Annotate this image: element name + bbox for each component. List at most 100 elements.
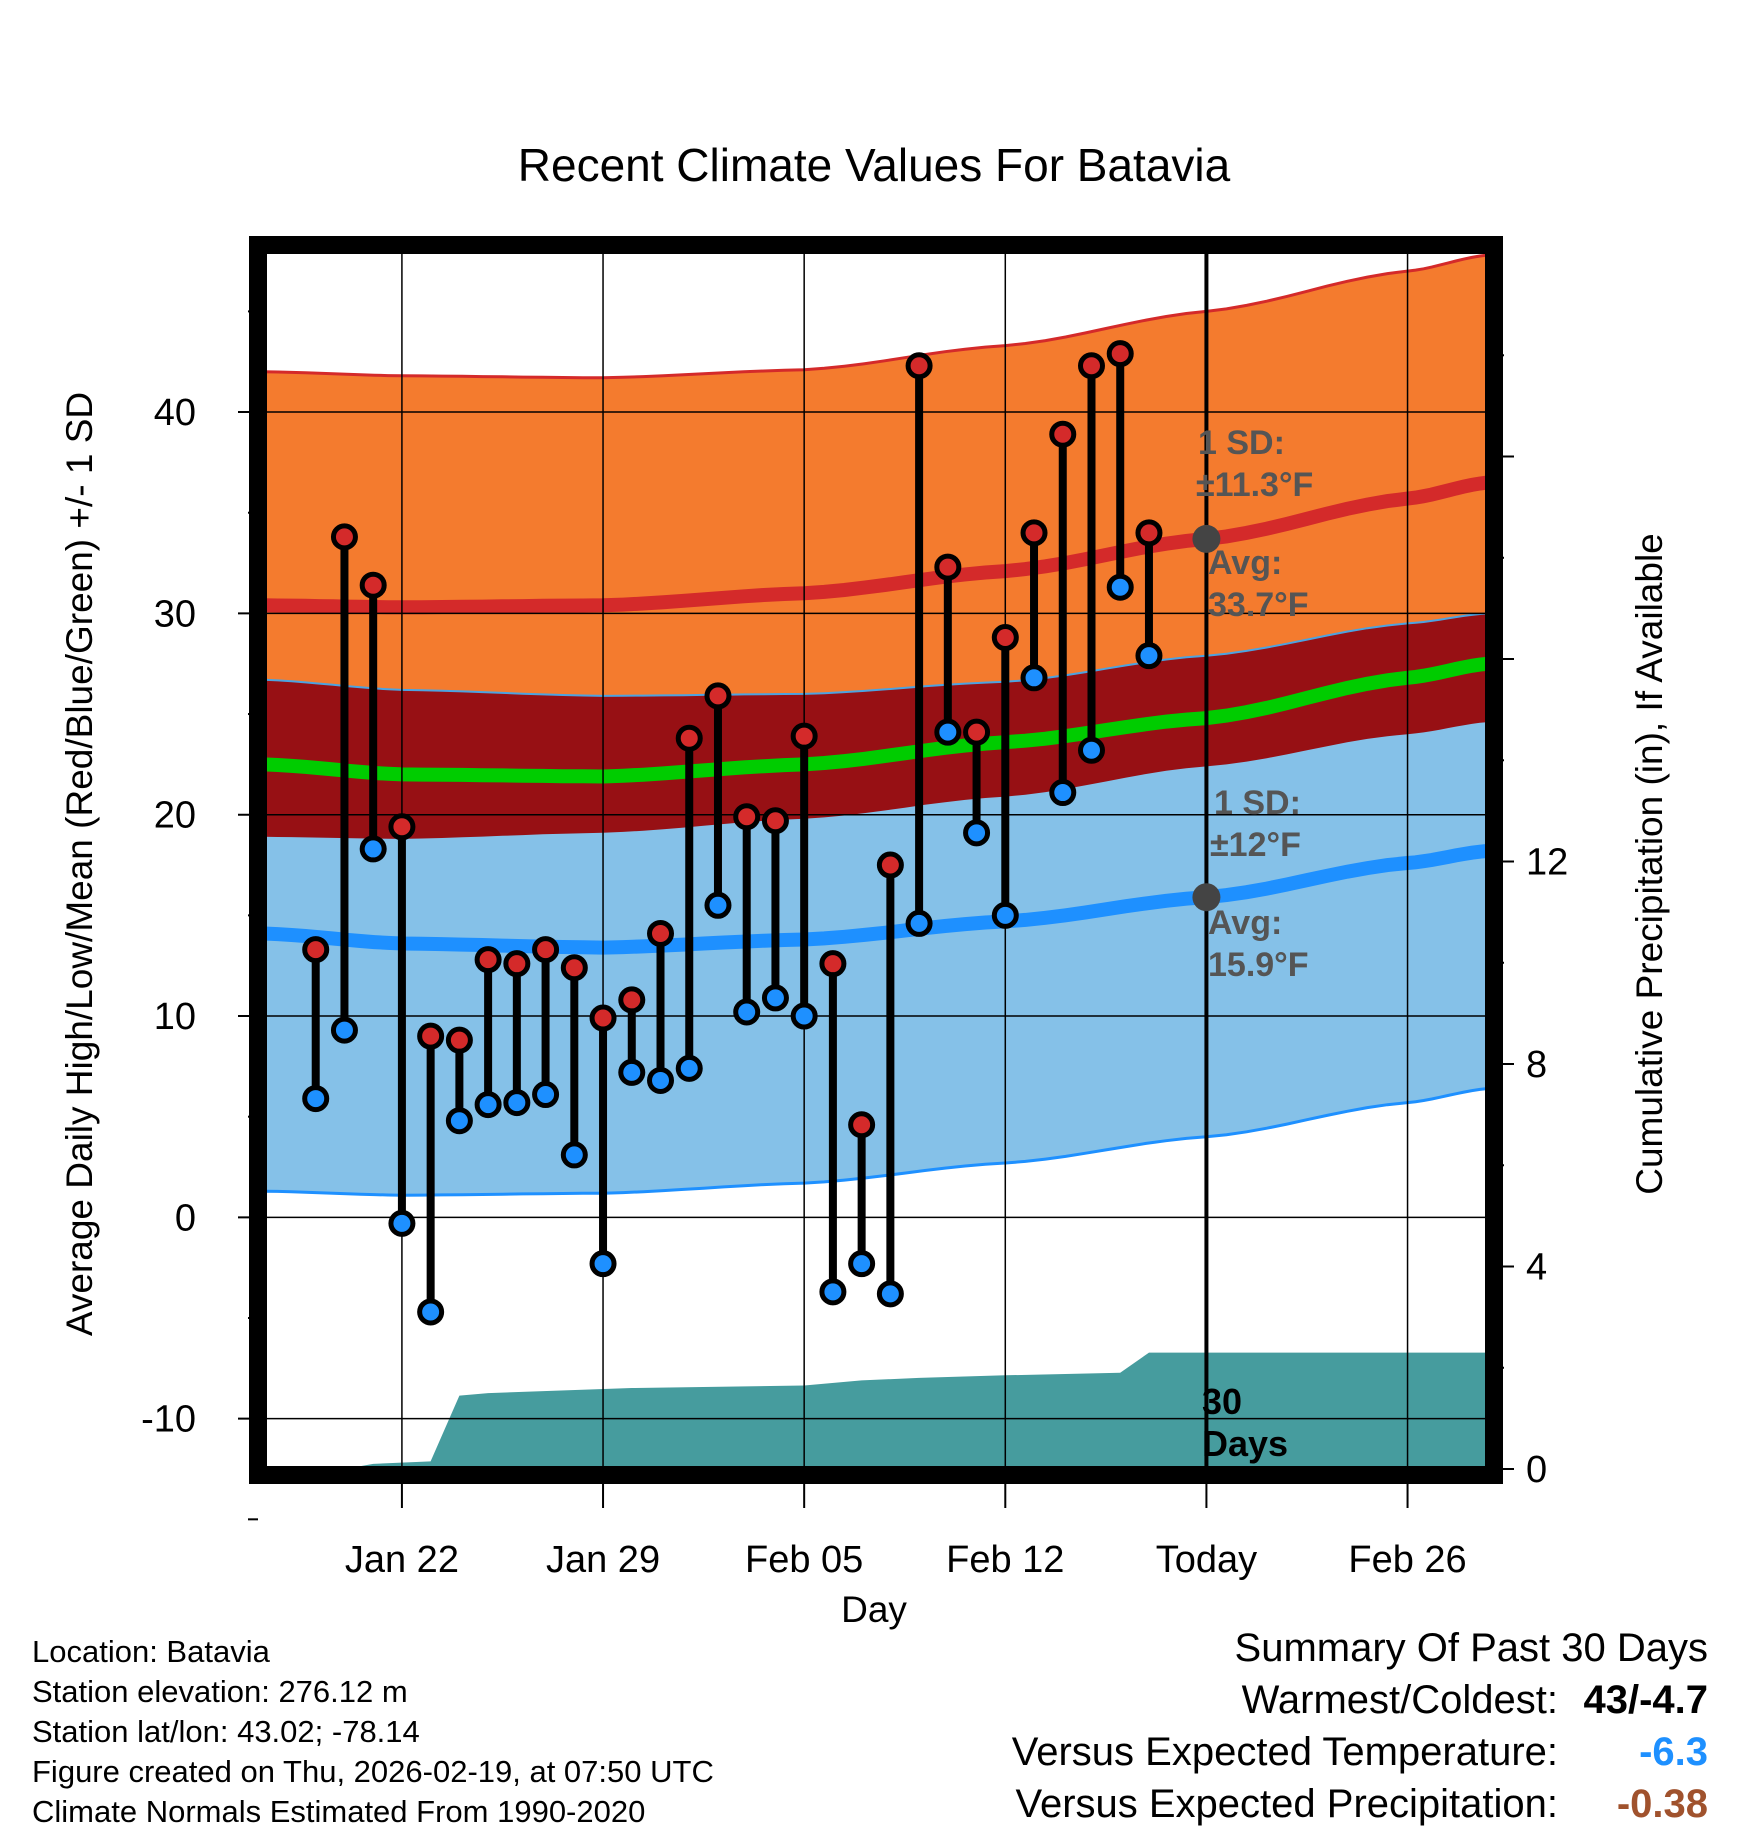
days-label-number: 30 bbox=[1202, 1381, 1242, 1422]
daily-high-point bbox=[589, 1004, 617, 1032]
daily-high-point bbox=[790, 722, 818, 750]
y2-axis-label: Cumulative Precipitation (in), If Availa… bbox=[1629, 533, 1670, 1195]
daily-high-point bbox=[963, 718, 991, 746]
daily-high-point bbox=[503, 950, 531, 978]
y2-tick-label: 12 bbox=[1526, 842, 1568, 884]
daily-high-point bbox=[647, 919, 675, 947]
daily-low-point bbox=[560, 1141, 588, 1169]
temp-value: -6.3 bbox=[1639, 1730, 1708, 1774]
today-low-avg-dot bbox=[1192, 883, 1221, 912]
y-tick-label: 20 bbox=[154, 795, 196, 837]
daily-high-point bbox=[302, 936, 330, 964]
normal-high-line bbox=[264, 475, 1488, 615]
normals-text: Climate Normals Estimated From 1990-2020 bbox=[32, 1794, 646, 1829]
low-sd-value: ±12°F bbox=[1210, 826, 1301, 864]
elevation-text: Station elevation: 276.12 m bbox=[32, 1674, 408, 1709]
precip-label: Versus Expected Precipitation: bbox=[1015, 1782, 1558, 1826]
high-sd-band bbox=[264, 255, 1488, 696]
normal-low-line bbox=[264, 843, 1488, 955]
daily-low-point bbox=[876, 1280, 904, 1308]
temp-row: Versus Expected Temperature: -6.3 bbox=[808, 1726, 1708, 1778]
x-tick-label: Today bbox=[1156, 1539, 1257, 1581]
daily-high-point bbox=[474, 946, 502, 974]
daily-low-point bbox=[618, 1058, 646, 1086]
y2-tick-label: 0 bbox=[1526, 1449, 1547, 1491]
daily-high-point bbox=[876, 851, 904, 879]
high-sd-value: ±11.3°F bbox=[1196, 466, 1313, 504]
daily-low-point bbox=[934, 718, 962, 746]
daily-high-point bbox=[1077, 352, 1105, 380]
y-axis: -10 0 10 20 30 40 bbox=[141, 310, 258, 1521]
daily-low-point bbox=[675, 1054, 703, 1082]
y2-tick-label: 8 bbox=[1526, 1044, 1547, 1086]
daily-high-point bbox=[618, 986, 646, 1014]
daily-high-point bbox=[704, 682, 732, 710]
summary-panel: Summary Of Past 30 Days Warmest/Coldest:… bbox=[808, 1622, 1708, 1830]
daily-low-point bbox=[1020, 664, 1048, 692]
daily-low-point bbox=[388, 1209, 416, 1237]
x-tick-label: Feb 12 bbox=[946, 1539, 1064, 1581]
low-avg-value: 15.9°F bbox=[1208, 946, 1309, 984]
summary-title-row: Summary Of Past 30 Days bbox=[808, 1622, 1708, 1674]
daily-high-point bbox=[532, 936, 560, 964]
daily-low-point bbox=[417, 1298, 445, 1326]
y-axis-label: Average Daily High/Low/Mean (Red/Blue/Gr… bbox=[59, 392, 100, 1336]
high-lower-edge bbox=[264, 612, 1488, 697]
daily-high-point bbox=[1020, 519, 1048, 547]
low-annotation: 1 SD: ±12°F Avg: 15.9°F bbox=[1208, 784, 1309, 984]
high-avg-value: 33.7°F bbox=[1208, 586, 1309, 624]
x-tick-label: Feb 05 bbox=[745, 1539, 863, 1581]
x-axis-label: Day bbox=[841, 1589, 907, 1630]
daily-high-point bbox=[1135, 519, 1163, 547]
daily-low-point bbox=[991, 901, 1019, 929]
chart-title: Recent Climate Values For Batavia bbox=[518, 139, 1231, 191]
daily-low-point bbox=[503, 1089, 531, 1117]
daily-high-point bbox=[761, 807, 789, 835]
daily-high-point bbox=[330, 523, 358, 551]
daily-high-point bbox=[1049, 420, 1077, 448]
precip-row: Versus Expected Precipitation: -0.38 bbox=[808, 1778, 1708, 1830]
daily-low-point bbox=[1106, 573, 1134, 601]
cumulative-precip-area bbox=[264, 1352, 1488, 1469]
daily-low-point bbox=[589, 1250, 617, 1278]
daily-low-point bbox=[761, 984, 789, 1012]
daily-high-point bbox=[934, 553, 962, 581]
daily-low-point bbox=[733, 998, 761, 1026]
y-tick-label: 0 bbox=[175, 1197, 196, 1239]
plot-area bbox=[264, 251, 1488, 1469]
high-sd-label: 1 SD: bbox=[1198, 424, 1285, 462]
warmest-row: Warmest/Coldest: 43/-4.7 bbox=[808, 1674, 1708, 1726]
daily-high-point bbox=[388, 813, 416, 841]
high-avg-label: Avg: bbox=[1208, 544, 1282, 582]
daily-high-point bbox=[905, 352, 933, 380]
temp-label: Versus Expected Temperature: bbox=[1011, 1730, 1558, 1774]
y2-axis: 0 4 8 12 bbox=[1494, 354, 1568, 1491]
daily-high-point bbox=[819, 950, 847, 978]
latlon-text: Station lat/lon: 43.02; -78.14 bbox=[32, 1714, 420, 1749]
x-tick-label: Feb 26 bbox=[1348, 1539, 1466, 1581]
precip-value: -0.38 bbox=[1616, 1782, 1708, 1826]
daily-low-point bbox=[1135, 642, 1163, 670]
daily-high-point bbox=[359, 571, 387, 599]
y-tick-label: 10 bbox=[154, 996, 196, 1038]
daily-high-point bbox=[417, 1022, 445, 1050]
daily-high-point bbox=[445, 1026, 473, 1054]
x-tick-label: Jan 22 bbox=[345, 1539, 459, 1581]
daily-low-point bbox=[302, 1085, 330, 1113]
daily-low-point bbox=[647, 1066, 675, 1094]
location-text: Location: Batavia bbox=[32, 1634, 270, 1669]
daily-low-point bbox=[330, 1016, 358, 1044]
y-tick-label: -10 bbox=[141, 1399, 196, 1441]
station-info: Location: Batavia Station elevation: 276… bbox=[32, 1632, 714, 1832]
daily-low-point bbox=[474, 1091, 502, 1119]
warmest-value: 43/-4.7 bbox=[1583, 1678, 1708, 1722]
daily-low-point bbox=[819, 1278, 847, 1306]
today-high-avg-dot bbox=[1192, 524, 1221, 553]
normal-mean-line bbox=[264, 656, 1488, 784]
plot-frame bbox=[249, 236, 1503, 1484]
x-axis: Jan 22 Jan 29 Feb 05 Feb 12 Today Feb 26 bbox=[345, 1484, 1467, 1581]
high-annotation: 1 SD: ±11.3°F Avg: 33.7°F bbox=[1196, 424, 1313, 624]
daily-low-point bbox=[445, 1107, 473, 1135]
created-text: Figure created on Thu, 2026-02-19, at 07… bbox=[32, 1754, 714, 1789]
y-tick-label: 30 bbox=[154, 593, 196, 635]
